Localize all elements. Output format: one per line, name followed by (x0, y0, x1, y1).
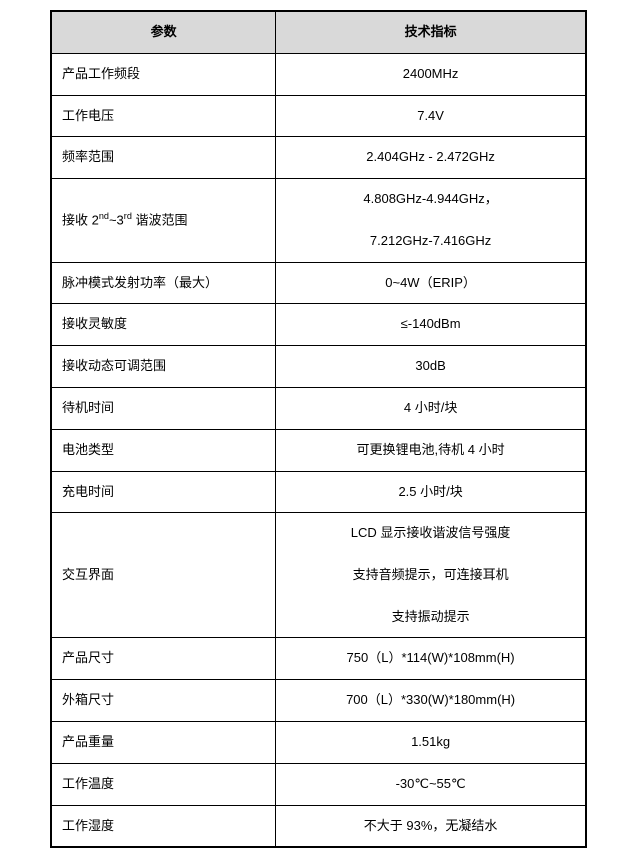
table-row: 接收灵敏度≤-140dBm (51, 304, 586, 346)
param-cell: 接收 2nd~3rd 谐波范围 (51, 179, 276, 262)
table-row: 电池类型可更换锂电池,待机 4 小时 (51, 429, 586, 471)
value-cell: 2.404GHz - 2.472GHz (276, 137, 586, 179)
table-row: 脉冲模式发射功率（最大）0~4W（ERIP） (51, 262, 586, 304)
param-cell: 工作温度 (51, 763, 276, 805)
value-cell: 2400MHz (276, 53, 586, 95)
spec-table: 参数 技术指标 产品工作频段2400MHz工作电压7.4V频率范围2.404GH… (50, 10, 587, 848)
param-cell: 接收动态可调范围 (51, 346, 276, 388)
value-cell: 不大于 93%，无凝结水 (276, 805, 586, 847)
value-cell: 750（L）*114(W)*108mm(H) (276, 638, 586, 680)
param-cell: 工作湿度 (51, 805, 276, 847)
param-cell: 产品尺寸 (51, 638, 276, 680)
table-row: 工作温度-30℃~55℃ (51, 763, 586, 805)
table-row: 产品尺寸750（L）*114(W)*108mm(H) (51, 638, 586, 680)
value-cell: 7.4V (276, 95, 586, 137)
table-container: 参数 技术指标 产品工作频段2400MHz工作电压7.4V频率范围2.404GH… (50, 10, 587, 848)
header-value: 技术指标 (276, 11, 586, 53)
table-row: 产品重量1.51kg (51, 721, 586, 763)
table-body: 产品工作频段2400MHz工作电压7.4V频率范围2.404GHz - 2.47… (51, 53, 586, 847)
table-row: 频率范围2.404GHz - 2.472GHz (51, 137, 586, 179)
value-cell: ≤-140dBm (276, 304, 586, 346)
value-cell: 4.808GHz-4.944GHz，7.212GHz-7.416GHz (276, 179, 586, 262)
value-cell: 可更换锂电池,待机 4 小时 (276, 429, 586, 471)
param-cell: 电池类型 (51, 429, 276, 471)
value-cell: 0~4W（ERIP） (276, 262, 586, 304)
table-header-row: 参数 技术指标 (51, 11, 586, 53)
param-cell: 交互界面 (51, 513, 276, 638)
table-row: 工作湿度不大于 93%，无凝结水 (51, 805, 586, 847)
value-cell: 30dB (276, 346, 586, 388)
table-row: 接收动态可调范围30dB (51, 346, 586, 388)
value-cell: 4 小时/块 (276, 387, 586, 429)
param-cell: 待机时间 (51, 387, 276, 429)
value-cell: 1.51kg (276, 721, 586, 763)
table-row: 交互界面LCD 显示接收谐波信号强度支持音频提示，可连接耳机支持振动提示 (51, 513, 586, 638)
value-cell: 2.5 小时/块 (276, 471, 586, 513)
param-cell: 脉冲模式发射功率（最大） (51, 262, 276, 304)
param-cell: 接收灵敏度 (51, 304, 276, 346)
value-cell: 700（L）*330(W)*180mm(H) (276, 680, 586, 722)
table-row: 外箱尺寸700（L）*330(W)*180mm(H) (51, 680, 586, 722)
value-cell: LCD 显示接收谐波信号强度支持音频提示，可连接耳机支持振动提示 (276, 513, 586, 638)
value-cell: -30℃~55℃ (276, 763, 586, 805)
table-row: 接收 2nd~3rd 谐波范围4.808GHz-4.944GHz，7.212GH… (51, 179, 586, 262)
table-row: 工作电压7.4V (51, 95, 586, 137)
table-row: 产品工作频段2400MHz (51, 53, 586, 95)
table-row: 待机时间4 小时/块 (51, 387, 586, 429)
param-cell: 产品重量 (51, 721, 276, 763)
param-cell: 产品工作频段 (51, 53, 276, 95)
table-row: 充电时间2.5 小时/块 (51, 471, 586, 513)
param-cell: 充电时间 (51, 471, 276, 513)
param-cell: 频率范围 (51, 137, 276, 179)
param-cell: 工作电压 (51, 95, 276, 137)
param-cell: 外箱尺寸 (51, 680, 276, 722)
header-param: 参数 (51, 11, 276, 53)
